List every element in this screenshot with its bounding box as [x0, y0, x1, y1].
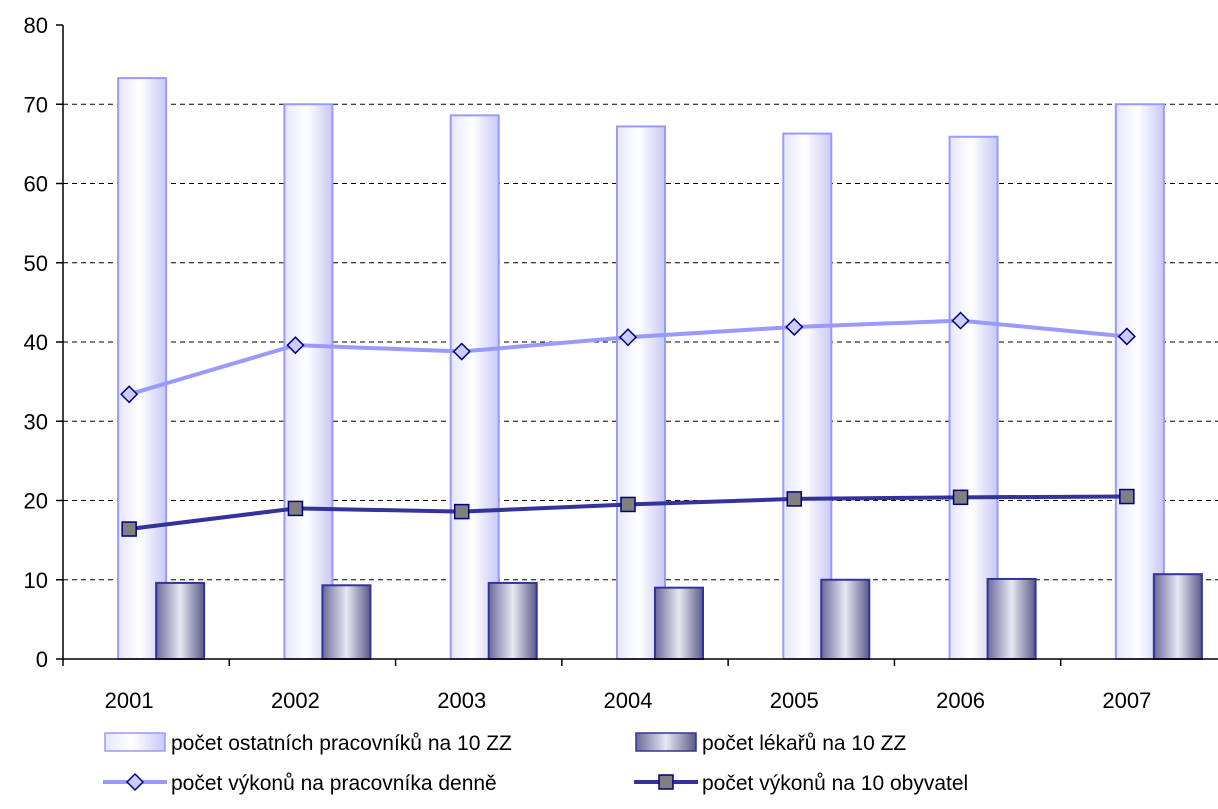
legend-swatch-1 — [635, 732, 697, 752]
point-vykony-na-pracovnika-2003 — [452, 342, 471, 361]
y-tick-label: 60 — [24, 172, 48, 197]
series-lines — [120, 311, 1136, 537]
legend-marker-3 — [658, 774, 674, 790]
point-vykony-na-pracovnika-2007 — [1117, 327, 1136, 346]
bar-ostatni-pracovnici-2001 — [117, 77, 168, 661]
legend-label-1: počet lékařů na 10 ZZ — [702, 732, 906, 755]
bar-ostatni-pracovnici-2003 — [449, 114, 500, 661]
y-tick-label: 40 — [24, 330, 48, 355]
legend-label-0: počet ostatních pracovníků na 10 ZZ — [171, 732, 512, 755]
point-vykony-na-obyvatele-2002 — [287, 500, 304, 517]
point-vykony-na-pracovnika-2001 — [120, 385, 139, 404]
y-tick-label: 80 — [24, 13, 48, 38]
y-tick-label: 70 — [24, 92, 48, 117]
point-vykony-na-obyvatele-2007 — [1119, 488, 1135, 505]
bars — [117, 77, 1203, 661]
y-tick-label: 20 — [24, 489, 48, 514]
legend-label-3: počet výkonů na 10 obyvatel — [702, 772, 968, 795]
point-vykony-na-obyvatele-2001 — [121, 521, 137, 537]
x-tick-label: 2004 — [604, 688, 653, 713]
x-tick-label: 2002 — [271, 688, 320, 713]
y-tick-label: 30 — [24, 409, 48, 434]
bar-ostatni-pracovnici-2005 — [782, 132, 833, 660]
point-vykony-na-obyvatele-2004 — [620, 496, 636, 513]
axes: 0 10 20 30 40 50 60 70 80 2001 2002 2003 2004 2005 200… — [24, 13, 1218, 713]
legend-marker-2 — [125, 772, 145, 792]
point-vykony-na-pracovnika-2005 — [785, 317, 804, 337]
y-tick-label: 50 — [24, 251, 48, 276]
legend: počet ostatních pracovníků na 10 ZZ počet… — [103, 732, 968, 795]
legend-label-2: počet výkonů na pracovníka denně — [171, 772, 497, 795]
bar-lekari-2006 — [986, 577, 1037, 661]
x-tick-label: 2001 — [105, 688, 154, 713]
point-vykony-na-obyvatele-2003 — [453, 503, 470, 520]
bar-lekari-2004 — [654, 586, 704, 660]
bar-ostatni-pracovnici-2006 — [948, 135, 999, 660]
bar-lekari-2002 — [321, 584, 372, 660]
bar-lekari-2003 — [487, 581, 538, 660]
bar-ostatni-pracovnici-2002 — [283, 103, 334, 660]
point-vykony-na-pracovnika-2002 — [286, 336, 305, 355]
bar-ostatni-pracovnici-2004 — [616, 125, 666, 660]
point-vykony-na-pracovnika-2004 — [618, 328, 638, 347]
bar-lekari-2007 — [1152, 573, 1203, 661]
x-tick-label: 2007 — [1102, 688, 1151, 713]
y-tick-label: 10 — [24, 568, 48, 593]
point-vykony-na-obyvatele-2005 — [786, 491, 803, 507]
y-tick-label: 0 — [36, 647, 48, 672]
x-tick-label: 2003 — [437, 688, 486, 713]
point-vykony-na-obyvatele-2006 — [952, 489, 969, 506]
x-tick-label: 2005 — [770, 688, 819, 713]
point-vykony-na-pracovnika-2006 — [951, 311, 970, 330]
x-tick-label: 2006 — [936, 688, 985, 713]
bar-lekari-2005 — [820, 578, 871, 660]
legend-swatch-0 — [104, 732, 166, 752]
bar-lekari-2001 — [155, 581, 206, 660]
